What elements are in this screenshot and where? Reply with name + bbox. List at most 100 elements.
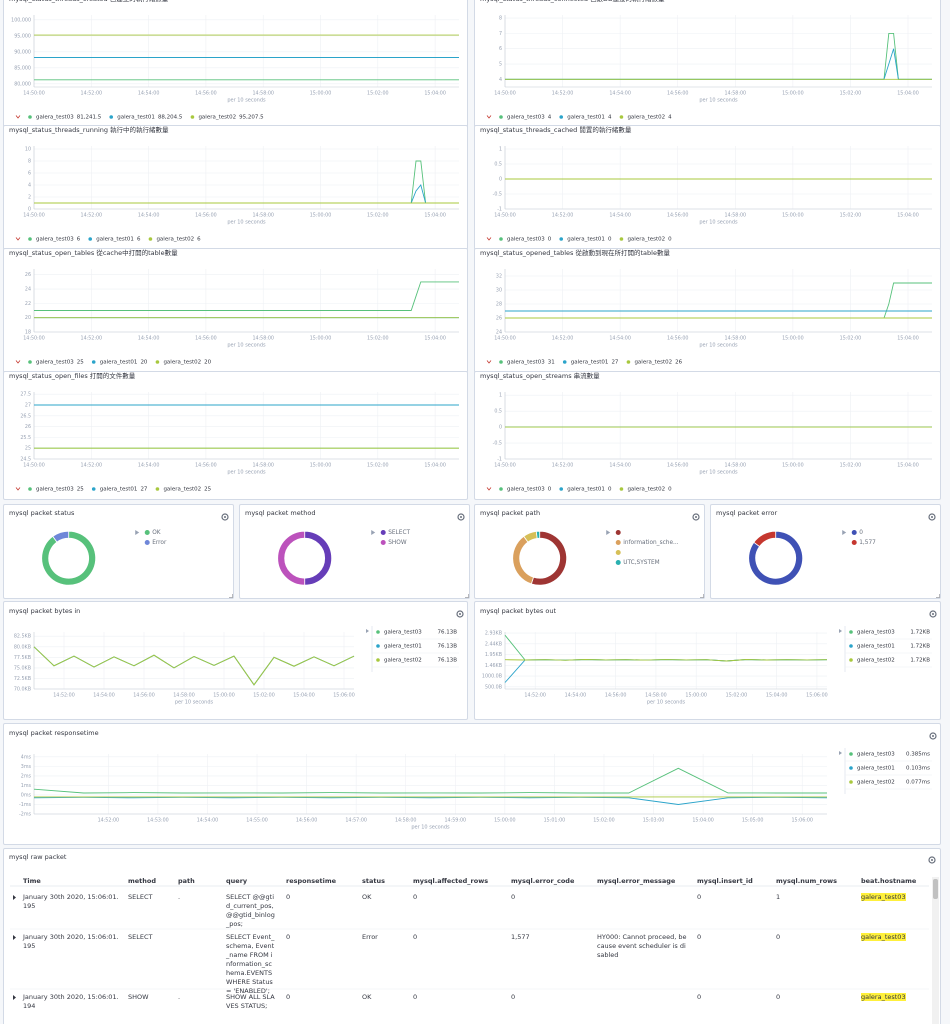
legend-name[interactable]: galera_test03: [857, 752, 895, 758]
x-tick-label: 14:56:00: [195, 91, 217, 97]
legend-name[interactable]: galera_test02: [627, 237, 665, 243]
legend-name[interactable]: galera_test02: [857, 780, 895, 786]
legend-name[interactable]: information_sche...: [623, 540, 678, 546]
column-header[interactable]: mysql.error_code: [511, 877, 575, 885]
x-tick-label: 15:00:00: [782, 463, 804, 469]
legend-name[interactable]: galera_test02: [857, 658, 895, 664]
column-header[interactable]: status: [362, 877, 385, 885]
legend-name[interactable]: galera_test01: [571, 360, 609, 366]
column-header[interactable]: query: [226, 877, 248, 885]
legend-name[interactable]: SHOW: [388, 540, 407, 546]
legend-name[interactable]: galera_test02: [634, 360, 672, 366]
legend-toggle[interactable]: [486, 360, 492, 364]
legend-name[interactable]: galera_test03: [384, 630, 422, 636]
cell-text: galera_test03: [861, 893, 906, 901]
legend-name[interactable]: galera_test03: [36, 115, 74, 121]
y-tick-label: 25.5: [20, 435, 31, 441]
gear-icon[interactable]: [692, 513, 700, 521]
gear-icon[interactable]: [928, 856, 936, 864]
x-tick-label: 15:04:00: [897, 463, 919, 469]
column-header[interactable]: responsetime: [286, 877, 337, 885]
legend-name[interactable]: galera_test03: [507, 237, 545, 243]
legend-swatch: [155, 360, 160, 364]
gear-icon[interactable]: [929, 732, 937, 740]
legend-name[interactable]: galera_test01: [117, 115, 155, 121]
legend-name[interactable]: galera_test01: [100, 487, 138, 493]
legend-toggle[interactable]: [606, 530, 611, 535]
legend-name[interactable]: galera_test03: [36, 360, 74, 366]
gear-icon[interactable]: [457, 513, 465, 521]
column-header[interactable]: Time: [23, 877, 41, 885]
line-panel: mysql_status_threads_connected 已跟DB連接的執行…: [474, 0, 941, 128]
column-header[interactable]: beat.hostname: [861, 877, 917, 885]
legend-name[interactable]: 0: [859, 530, 863, 536]
column-header[interactable]: mysql.insert_id: [697, 877, 753, 885]
legend-toggle[interactable]: [15, 115, 21, 119]
gear-icon[interactable]: [456, 610, 464, 618]
legend-name[interactable]: galera_test03: [507, 115, 545, 121]
legend-name[interactable]: galera_test01: [384, 644, 422, 650]
legend-toggle[interactable]: [486, 237, 492, 241]
legend-swatch: [615, 530, 621, 535]
column-header[interactable]: path: [178, 877, 195, 885]
line-panel: mysql_status_opened_tables 從啟動到現在所打開的tab…: [474, 248, 941, 373]
scrollbar-thumb[interactable]: [933, 879, 938, 899]
legend-swatch: [190, 115, 195, 119]
legend-name[interactable]: galera_test01: [567, 487, 605, 493]
row-expand[interactable]: [13, 935, 16, 940]
legend-name[interactable]: OK: [152, 530, 161, 536]
legend-toggle[interactable]: [15, 360, 21, 364]
x-tick-label: 14:53:00: [147, 818, 169, 824]
row-expand[interactable]: [13, 895, 16, 900]
column-header[interactable]: method: [128, 877, 157, 885]
x-tick-label: 14:54:00: [609, 91, 631, 97]
table-cell: 0: [776, 993, 852, 1002]
legend-swatch: [849, 658, 853, 662]
x-tick-label: 14:56:00: [195, 336, 217, 342]
legend-toggle[interactable]: [15, 487, 21, 491]
legend-name[interactable]: 1,577: [859, 540, 876, 546]
legend-toggle[interactable]: [15, 237, 21, 241]
gear-icon[interactable]: [221, 513, 229, 521]
legend-name[interactable]: galera_test01: [857, 766, 895, 772]
legend-name[interactable]: galera_test02: [384, 658, 422, 664]
legend-name[interactable]: Error: [152, 540, 167, 546]
legend-name[interactable]: galera_test01: [567, 237, 605, 243]
legend-name[interactable]: galera_test03: [36, 237, 74, 243]
column-header[interactable]: mysql.error_message: [597, 877, 676, 885]
row-expand[interactable]: [13, 995, 16, 1000]
legend-name[interactable]: galera_test01: [567, 115, 605, 121]
legend-name[interactable]: galera_test01: [96, 237, 134, 243]
legend-name[interactable]: galera_test03: [507, 487, 545, 493]
legend-name[interactable]: galera_test02: [198, 115, 236, 121]
legend-toggle[interactable]: [366, 629, 369, 633]
x-tick-label: 14:58:00: [252, 91, 274, 97]
gear-icon[interactable]: [929, 610, 937, 618]
legend-toggle[interactable]: [839, 629, 842, 633]
legend-name[interactable]: galera_test02: [163, 487, 201, 493]
legend-toggle[interactable]: [486, 115, 492, 119]
column-header[interactable]: mysql.affected_rows: [413, 877, 489, 885]
legend-toggle[interactable]: [371, 530, 376, 535]
legend-name[interactable]: galera_test02: [163, 360, 201, 366]
legend-name[interactable]: galera_test01: [857, 644, 895, 650]
cell-text: 0: [697, 893, 702, 901]
legend-toggle[interactable]: [842, 530, 847, 535]
x-tick-label: 15:04:00: [897, 336, 919, 342]
legend-name[interactable]: UTC,SYSTEM: [623, 560, 659, 566]
legend-name[interactable]: galera_test03: [36, 487, 74, 493]
table-cell: 0: [511, 993, 589, 1002]
legend-name[interactable]: galera_test02: [156, 237, 194, 243]
legend-name[interactable]: galera_test02: [627, 487, 665, 493]
legend-toggle[interactable]: [135, 530, 140, 535]
gear-icon[interactable]: [928, 513, 936, 521]
legend-value: 6: [137, 237, 141, 243]
legend-name[interactable]: SELECT: [388, 530, 410, 536]
legend-toggle[interactable]: [486, 487, 492, 491]
legend-name[interactable]: galera_test01: [100, 360, 138, 366]
column-header[interactable]: mysql.num_rows: [776, 877, 838, 885]
legend-name[interactable]: galera_test03: [857, 630, 895, 636]
legend-toggle[interactable]: [839, 751, 842, 755]
legend-name[interactable]: galera_test02: [627, 115, 665, 121]
legend-name[interactable]: galera_test03: [507, 360, 545, 366]
